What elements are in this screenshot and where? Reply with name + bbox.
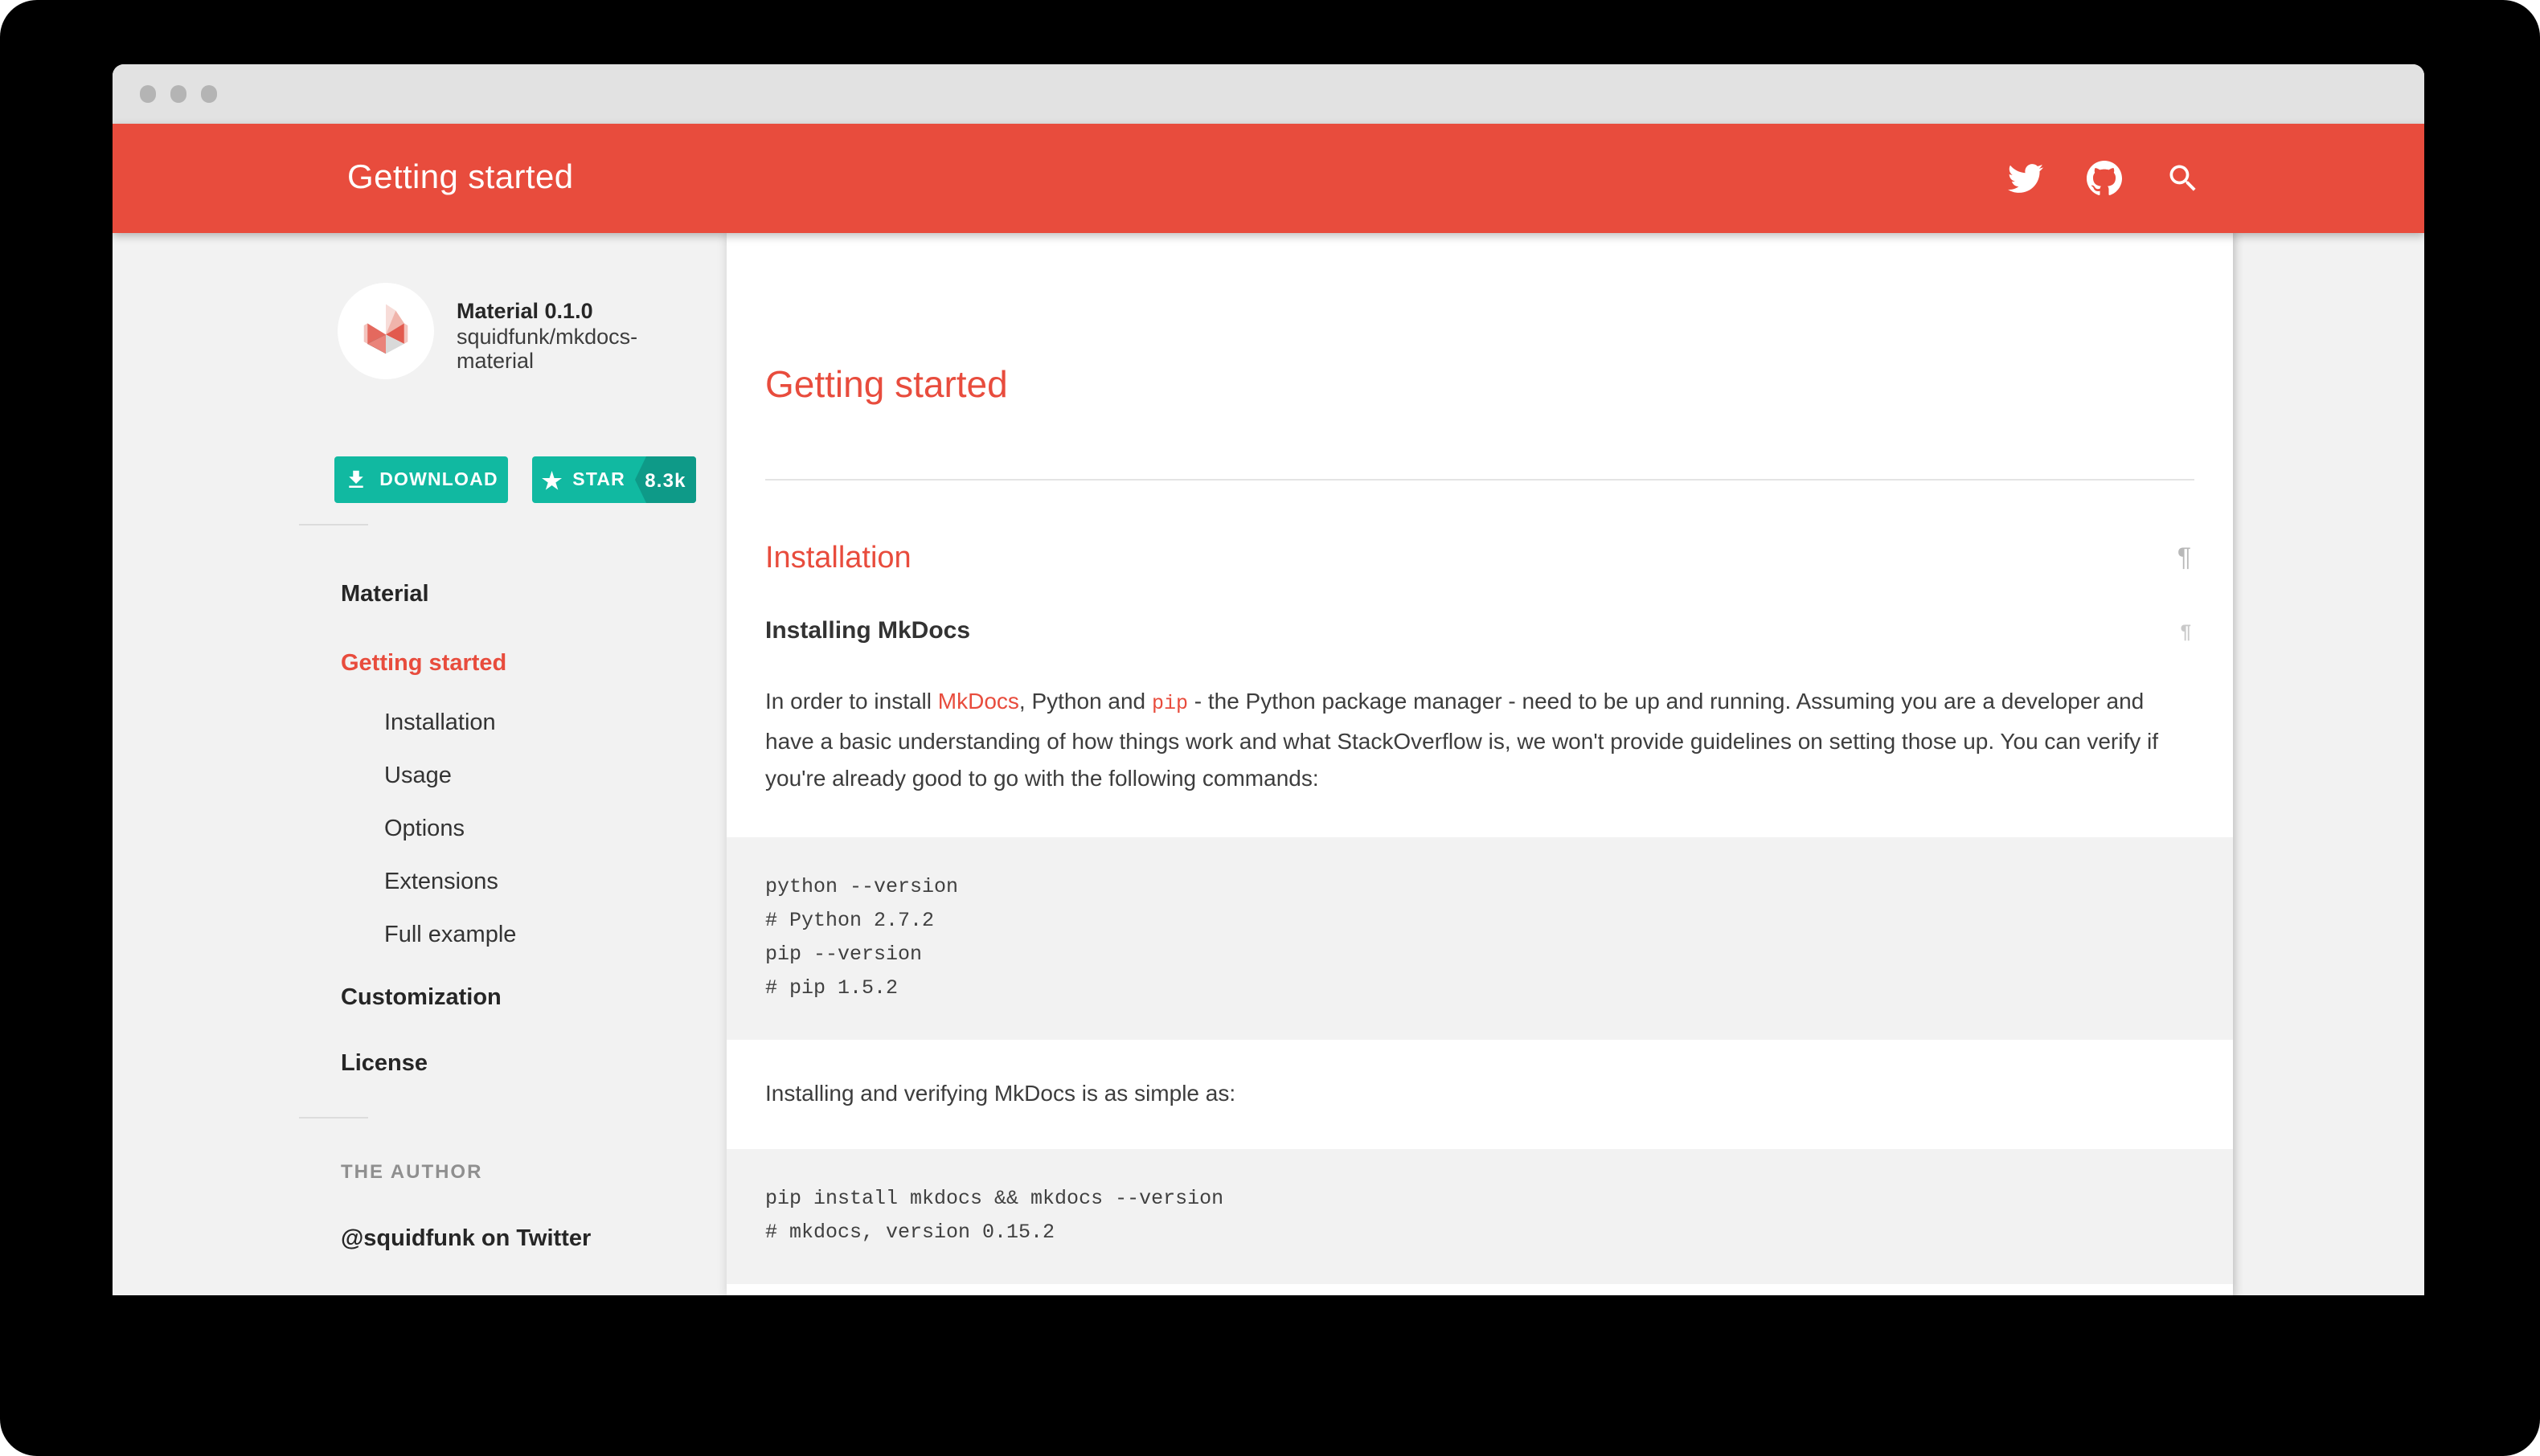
- page-title: Getting started: [765, 363, 1008, 405]
- action-buttons: DOWNLOAD ★ STAR 8.3k: [334, 456, 727, 503]
- section-title-installation: Installation ¶: [765, 538, 2194, 580]
- logo-bottom-left-face: [367, 334, 386, 354]
- app-header: Getting started: [113, 124, 2424, 233]
- sidebar-item-full-example[interactable]: Full example: [384, 922, 517, 948]
- twitter-icon[interactable]: [2008, 161, 2043, 196]
- sidebar-nav: Material Getting started Installation Us…: [113, 579, 727, 1080]
- intro-paragraph: In order to install MkDocs, Python and p…: [765, 688, 2159, 791]
- download-label: DOWNLOAD: [379, 470, 498, 489]
- logo-right-triangle: [386, 323, 404, 344]
- sidebar-item-usage[interactable]: Usage: [384, 763, 452, 789]
- logo-top-spike: [386, 304, 396, 335]
- install-paragraph: Installing and verifying MkDocs is as si…: [765, 1079, 1236, 1105]
- anchor-pilcrow-icon[interactable]: ¶: [2177, 545, 2191, 572]
- anchor-pilcrow-icon[interactable]: ¶: [2180, 620, 2191, 643]
- subsection-title-installing-mkdocs: Installing MkDocs ¶: [765, 616, 2194, 648]
- project-name-version: Material 0.1.0: [457, 299, 593, 323]
- mkdocs-material-logo-icon: [338, 283, 434, 379]
- project-meta: Material 0.1.0 squidfunk/mkdocs-material: [457, 299, 653, 379]
- github-icon[interactable]: [2087, 161, 2122, 196]
- sidebar-item-getting-started[interactable]: Getting started: [341, 651, 507, 677]
- window-body: Material 0.1.0 squidfunk/mkdocs-material…: [113, 233, 2424, 1295]
- star-button[interactable]: ★ STAR 8.3k: [532, 456, 696, 503]
- star-main: ★ STAR: [532, 468, 635, 491]
- mkdocs-link[interactable]: MkDocs: [937, 688, 1019, 714]
- header-icon-group: [2008, 124, 2201, 233]
- search-icon[interactable]: [2165, 161, 2201, 196]
- star-icon: ★: [541, 467, 563, 493]
- sidebar-item-customization[interactable]: Customization: [341, 985, 502, 1011]
- logo-left-triangle: [367, 323, 386, 344]
- code-block-pip-install: pip install mkdocs && mkdocs --version # …: [727, 1148, 2233, 1283]
- logo-left-edge: [363, 323, 368, 344]
- star-count-badge: 8.3k: [635, 456, 696, 503]
- sidebar-item-options[interactable]: Options: [384, 816, 465, 842]
- sidebar: Material 0.1.0 squidfunk/mkdocs-material…: [113, 233, 727, 1295]
- title-divider: [765, 479, 2194, 481]
- sidebar-item-material[interactable]: Material: [341, 582, 429, 607]
- sidebar-item-license[interactable]: License: [341, 1051, 428, 1077]
- sidebar-divider: [299, 524, 368, 526]
- window-zoom-button[interactable]: [200, 85, 217, 103]
- article: Getting started Installation ¶ Installing…: [727, 233, 2233, 1295]
- logo-right-edge: [404, 323, 408, 344]
- sidebar-divider: [299, 1117, 368, 1119]
- author-heading: THE AUTHOR: [341, 1160, 483, 1183]
- code-block-version-check: python --version # Python 2.7.2 pip --vers…: [727, 837, 2233, 1040]
- logo-bottom-right-face: [386, 334, 404, 354]
- pip-inline-code: pip: [1151, 693, 1188, 715]
- download-icon: [349, 470, 363, 488]
- right-background-strip: [2233, 233, 2424, 1295]
- window-minimize-button[interactable]: [170, 85, 186, 103]
- star-label: STAR: [572, 470, 625, 489]
- download-button[interactable]: DOWNLOAD: [334, 456, 508, 503]
- sidebar-item-extensions[interactable]: Extensions: [384, 869, 498, 895]
- browser-window: Getting started: [113, 64, 2424, 1295]
- project-repo: squidfunk/mkdocs-material: [457, 324, 638, 373]
- sidebar-item-installation[interactable]: Installation: [384, 710, 496, 736]
- author-twitter-link[interactable]: @squidfunk on Twitter: [341, 1226, 592, 1252]
- project-card: Material 0.1.0 squidfunk/mkdocs-material: [338, 283, 727, 379]
- logo-top-right-face: [386, 310, 404, 335]
- window-close-button[interactable]: [139, 85, 156, 103]
- window-titlebar: [113, 64, 2424, 124]
- page-title-header: Getting started: [347, 159, 574, 196]
